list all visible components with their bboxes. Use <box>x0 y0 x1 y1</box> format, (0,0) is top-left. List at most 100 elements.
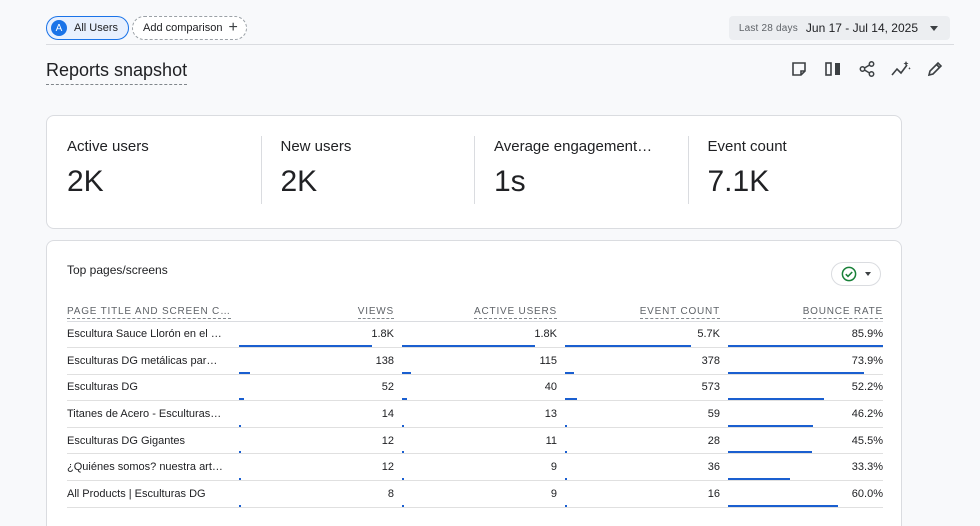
cell-value: 1.8K <box>534 328 557 341</box>
column-header-page-title[interactable]: PAGE TITLE AND SCREEN C… <box>67 299 231 322</box>
row-active-users-cell: 1.8K <box>394 321 557 349</box>
date-range-picker[interactable]: Last 28 days Jun 17 - Jul 14, 2025 <box>728 16 950 40</box>
add-comparison-button[interactable]: Add comparison + <box>132 16 247 40</box>
cell-bar-track <box>728 345 883 348</box>
row-active-users-cell: 115 <box>394 347 557 375</box>
cell-bar <box>239 371 250 374</box>
note-icon[interactable] <box>788 58 810 80</box>
cell-bar <box>402 504 404 507</box>
row-page-title[interactable]: Esculturas DG metálicas para … <box>67 347 231 375</box>
cell-value: 378 <box>701 354 720 367</box>
table-row[interactable]: Esculturas DG metálicas para … 138 115 378 7… <box>67 347 883 375</box>
cell-value: 12 <box>381 434 394 447</box>
top-pages-card: Top pages/screens PAGE TITLE AND SCREEN … <box>46 240 902 526</box>
kpi-value: 2K <box>280 165 318 198</box>
cell-value: 52.2% <box>851 381 883 394</box>
row-page-title[interactable]: Esculturas DG Gigantes <box>67 427 231 455</box>
cell-bar <box>565 371 575 374</box>
table-row[interactable]: Titanes de Acero - Esculturas … 14 13 59 46.… <box>67 400 883 428</box>
cell-bar <box>402 371 412 374</box>
row-page-title[interactable]: Titanes de Acero - Esculturas … <box>67 400 231 428</box>
row-page-title[interactable]: ¿Quiénes somos? nuestra arti… <box>67 453 231 482</box>
row-views-cell: 8 <box>231 480 394 508</box>
cell-bar-track <box>239 371 394 374</box>
cell-bar <box>565 451 567 454</box>
row-event-count-cell: 378 <box>557 347 720 375</box>
table-row[interactable]: Esculturas DG 52 40 573 52.2% <box>67 374 883 402</box>
cell-bar-track <box>239 504 394 507</box>
cell-value: 60.0% <box>851 487 883 500</box>
kpi-value: 7.1K <box>707 165 770 198</box>
column-header-views[interactable]: VIEWS <box>231 299 394 322</box>
cell-value: 14 <box>381 408 394 421</box>
table-row[interactable]: Esculturas DG Gigantes 12 11 28 45.5% <box>67 427 883 455</box>
column-header-label: EVENT COUNT <box>639 305 720 319</box>
kpi-value: 1s <box>494 165 526 198</box>
kpi-active-users[interactable]: Active users 2K <box>47 116 261 228</box>
row-views-cell: 12 <box>231 427 394 455</box>
column-header-active-users[interactable]: ACTIVE USERS <box>394 299 557 322</box>
cell-bar <box>565 504 567 507</box>
cell-bar-track <box>402 371 557 374</box>
cell-bar <box>402 478 404 481</box>
row-bounce-rate-cell: 52.2% <box>720 374 883 402</box>
row-page-title[interactable]: Escultura Sauce Llorón en el R… <box>67 321 231 349</box>
cell-value: 115 <box>539 354 557 367</box>
cell-bar <box>402 451 404 454</box>
row-active-users-cell: 11 <box>394 427 557 455</box>
row-page-title[interactable]: All Products | Esculturas DG <box>67 480 231 508</box>
cell-bar-track <box>565 451 720 454</box>
cell-bar-track <box>402 345 557 348</box>
row-event-count-cell: 59 <box>557 400 720 428</box>
kpi-label: New users <box>280 138 352 155</box>
page-title[interactable]: Reports snapshot <box>46 60 188 85</box>
row-page-title[interactable]: Esculturas DG <box>67 374 231 402</box>
date-range-value: Jun 17 - Jul 14, 2025 <box>805 21 918 35</box>
row-event-count-cell: 573 <box>557 374 720 402</box>
row-views-cell: 138 <box>231 347 394 375</box>
cell-bar-track <box>239 451 394 454</box>
compare-columns-icon[interactable] <box>822 58 844 80</box>
table-row[interactable]: ¿Quiénes somos? nuestra arti… 12 9 36 33.3% <box>67 453 883 482</box>
row-views-cell: 12 <box>231 453 394 482</box>
table-row[interactable]: Escultura Sauce Llorón en el R… 1.8K 1.8K 5… <box>67 321 883 349</box>
cell-value: 1.8K <box>371 328 394 341</box>
row-views-cell: 1.8K <box>231 321 394 349</box>
top-pages-title: Top pages/screens <box>67 263 168 277</box>
kpi-average-engagement[interactable]: Average engagement… 1s <box>474 116 688 228</box>
table-row[interactable]: All Products | Esculturas DG 8 9 16 60.0% <box>67 480 883 508</box>
cell-bar <box>728 345 883 348</box>
kpi-label: Average engagement… <box>494 138 653 155</box>
cell-value: 59 <box>707 408 720 421</box>
data-quality-dropdown[interactable] <box>831 262 881 286</box>
column-header-bounce-rate[interactable]: BOUNCE RATE <box>720 299 883 322</box>
top-bar: A All Users Add comparison + Last 28 day… <box>46 16 954 45</box>
cell-bar-track <box>565 371 720 374</box>
segment-chip-all-users[interactable]: A All Users <box>46 16 130 40</box>
cell-bar <box>565 345 691 348</box>
insights-icon[interactable] <box>890 58 912 80</box>
kpi-event-count[interactable]: Event count 7.1K <box>687 116 902 228</box>
row-bounce-rate-cell: 33.3% <box>720 453 883 482</box>
kpi-value: 2K <box>67 165 104 198</box>
column-header-event-count[interactable]: EVENT COUNT <box>557 299 720 322</box>
cell-bar-track <box>728 371 883 374</box>
share-icon[interactable] <box>856 58 878 80</box>
cell-value: 138 <box>375 354 394 367</box>
cell-value: 573 <box>701 381 720 394</box>
check-circle-icon <box>841 266 857 282</box>
cell-bar <box>728 398 825 401</box>
column-header-label: ACTIVE USERS <box>474 305 557 319</box>
row-bounce-rate-cell: 85.9% <box>720 321 883 349</box>
cell-value: 28 <box>707 434 720 447</box>
cell-bar-track <box>565 424 720 427</box>
cell-bar-track <box>565 398 720 401</box>
cell-value: 45.5% <box>851 434 883 447</box>
row-event-count-cell: 28 <box>557 427 720 455</box>
cell-value: 73.9% <box>851 354 883 367</box>
date-range-prefix: Last 28 days <box>738 22 798 34</box>
toolbar-actions <box>788 58 946 80</box>
kpi-new-users[interactable]: New users 2K <box>260 116 475 228</box>
cell-value: 11 <box>545 434 557 447</box>
edit-icon[interactable] <box>924 58 946 80</box>
